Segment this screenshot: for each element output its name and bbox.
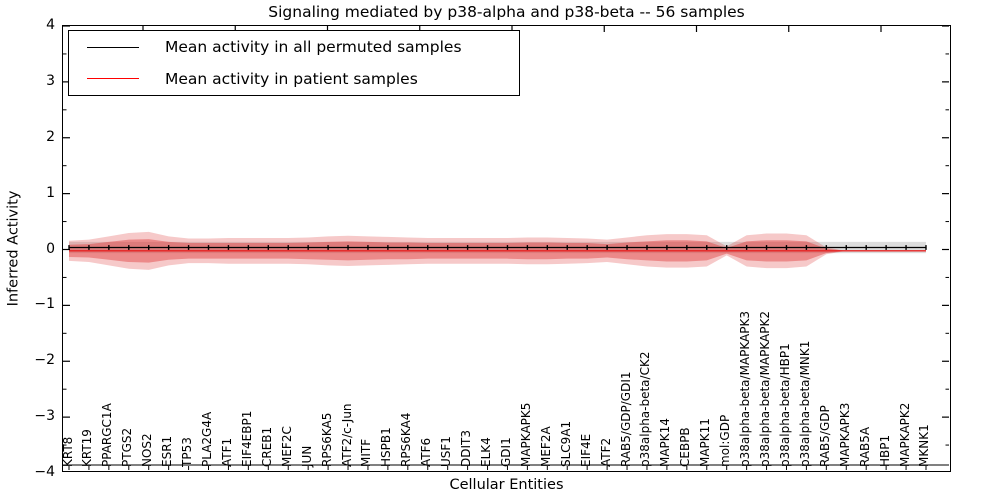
- plot-area: [62, 25, 951, 472]
- x-tick-label: JUN: [299, 445, 314, 467]
- x-tick-label: p38alpha-beta/MAPKAPK2: [758, 311, 773, 467]
- x-tick-label: p38alpha-beta/MNK1: [797, 340, 812, 467]
- x-tick-label: CEBPB: [678, 427, 693, 467]
- x-tick-label: CREB1: [259, 426, 274, 467]
- y-tick-label: 2: [46, 128, 55, 145]
- x-tick-label: p38alpha-beta/MAPKAPK3: [738, 311, 753, 467]
- legend-label: Mean activity in patient samples: [165, 69, 418, 88]
- x-tick-label: p38alpha-beta/CK2: [638, 351, 653, 467]
- x-tick-label: MAPK14: [658, 418, 673, 467]
- x-tick-label: PTGS2: [120, 427, 135, 467]
- y-tick-label: 4: [46, 17, 55, 33]
- x-tick-label: PPARGC1A: [100, 403, 115, 467]
- y-tick-label: −2: [34, 352, 55, 369]
- x-tick-label: ELK4: [479, 437, 494, 467]
- x-tick-label: SLC9A1: [558, 420, 573, 467]
- x-tick-label: KRT8: [60, 436, 75, 467]
- y-tick-label: 1: [46, 184, 55, 201]
- legend-label: Mean activity in all permuted samples: [165, 38, 462, 57]
- plot-svg: [63, 26, 949, 470]
- x-tick-label: MEF2C: [279, 426, 294, 467]
- x-tick-label: RAB5/GDP/GDI1: [618, 371, 633, 467]
- x-tick-label: MITF: [359, 438, 374, 467]
- x-tick-label: RPS6KA4: [399, 412, 414, 467]
- x-axis-label: Cellular Entities: [449, 477, 564, 493]
- x-tick-label: ATF1: [219, 437, 234, 467]
- x-tick-label: GDI1: [498, 437, 513, 467]
- x-tick-label: TP53: [180, 437, 195, 467]
- y-tick-label: −4: [34, 464, 55, 480]
- x-tick-label: RAB5/GDP: [817, 405, 832, 467]
- x-tick-label: mol:GDP: [718, 414, 733, 467]
- y-tick-label: −1: [34, 296, 55, 313]
- legend-item-permuted: Mean activity in all permuted samples: [69, 32, 519, 62]
- x-tick-label: MAPKAPK3: [837, 402, 852, 467]
- x-tick-label: EIF4E: [578, 433, 593, 467]
- x-tick-label: EIF4EBP1: [239, 410, 254, 467]
- chart-title: Signaling mediated by p38-alpha and p38-…: [268, 3, 745, 21]
- x-tick-label: PLA2G4A: [200, 411, 214, 467]
- x-tick-label: ESR1: [160, 435, 175, 467]
- permuted-line-swatch: [87, 46, 139, 48]
- patient-line-swatch: [87, 78, 139, 80]
- x-tick-label: MAPKAPK2: [897, 402, 912, 467]
- x-tick-label: RPS6KA5: [319, 412, 334, 467]
- x-tick-label: ATF6: [419, 437, 434, 467]
- x-tick-label: DDIT3: [459, 430, 474, 467]
- x-tick-label: MAPK11: [698, 418, 713, 467]
- x-tick-label: ATF2: [598, 437, 613, 467]
- x-tick-label: MAPKAPK5: [518, 402, 533, 467]
- x-tick-label: HBP1: [877, 434, 892, 467]
- x-tick-label: MKNK1: [917, 424, 932, 467]
- x-tick-label: NOS2: [140, 433, 155, 467]
- y-tick-label: 3: [46, 72, 55, 89]
- x-tick-label: ATF2/c-Jun: [339, 403, 354, 467]
- x-tick-label: RAB5A: [857, 426, 872, 467]
- x-tick-label: HSPB1: [379, 427, 394, 467]
- y-tick-label: −3: [34, 408, 55, 425]
- x-tick-label: KRT19: [80, 429, 95, 467]
- y-tick-label: 0: [46, 240, 55, 257]
- legend: Mean activity in all permuted samples Me…: [68, 30, 520, 96]
- x-tick-label: MEF2A: [538, 426, 553, 467]
- x-tick-label: USF1: [439, 436, 454, 467]
- x-tick-label: p38alpha-beta/HBP1: [777, 343, 792, 467]
- legend-item-patient: Mean activity in patient samples: [69, 64, 519, 94]
